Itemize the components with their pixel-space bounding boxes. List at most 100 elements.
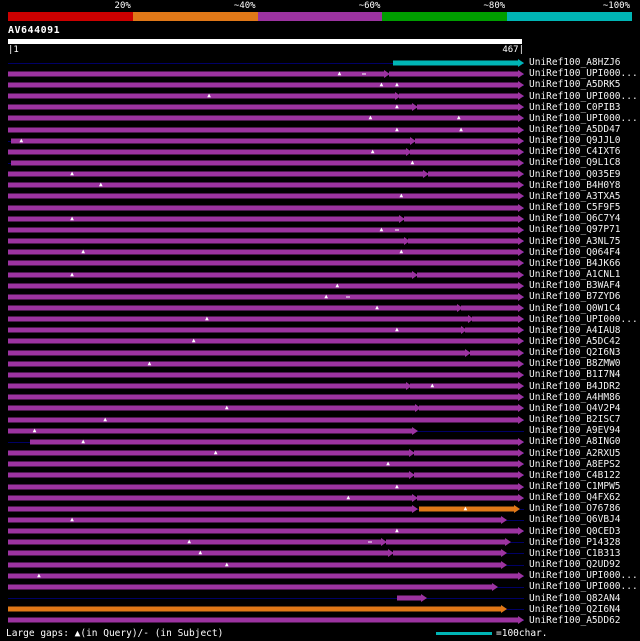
hit-label[interactable]: UniRef100_A8ING0	[529, 436, 621, 448]
alignment-bar[interactable]	[414, 138, 519, 144]
alignment-bar[interactable]	[465, 327, 519, 333]
alignment-bar[interactable]	[8, 562, 501, 568]
alignment-bar[interactable]	[8, 428, 413, 434]
alignment-bar[interactable]	[8, 71, 384, 77]
hit-label[interactable]: UniRef100_A5DC42	[529, 335, 621, 347]
alignment-bar[interactable]	[392, 60, 519, 66]
alignment-bar[interactable]	[392, 550, 501, 556]
alignment-bar[interactable]	[416, 104, 519, 110]
alignment-bar[interactable]	[8, 205, 519, 211]
alignment-bar[interactable]	[8, 461, 519, 467]
alignment-bar[interactable]	[8, 550, 389, 556]
hit-label[interactable]: UniRef100_A8HZJ6	[529, 57, 621, 69]
alignment-bar[interactable]	[8, 171, 424, 177]
hit-label[interactable]: UniRef100_B3WAF4	[529, 280, 621, 292]
alignment-bar[interactable]	[419, 405, 519, 411]
alignment-bar[interactable]	[8, 93, 395, 99]
alignment-bar[interactable]	[399, 93, 519, 99]
hit-label[interactable]: UniRef100_Q2UD92	[529, 559, 621, 571]
hit-label[interactable]: UniRef100_C4IXT6	[529, 146, 621, 158]
alignment-bar[interactable]	[8, 405, 415, 411]
hit-label[interactable]: UniRef100_Q064F4	[529, 246, 621, 258]
hit-label[interactable]: UniRef100_Q0CED3	[529, 525, 621, 537]
alignment-bar[interactable]	[8, 216, 400, 222]
alignment-bar[interactable]	[8, 260, 519, 266]
alignment-bar[interactable]	[8, 238, 404, 244]
alignment-bar[interactable]	[8, 472, 410, 478]
alignment-bar[interactable]	[8, 394, 519, 400]
alignment-bar[interactable]	[8, 539, 382, 545]
alignment-bar[interactable]	[8, 227, 519, 233]
alignment-bar[interactable]	[8, 182, 519, 188]
hit-label[interactable]: UniRef100_UPI000...	[529, 112, 638, 124]
hit-label[interactable]: UniRef100_A4IAU8	[529, 324, 621, 336]
alignment-bar[interactable]	[403, 216, 519, 222]
alignment-bar[interactable]	[8, 294, 519, 300]
hit-label[interactable]: UniRef100_UPI000...	[529, 90, 638, 102]
hit-label[interactable]: UniRef100_C4B122	[529, 469, 621, 481]
alignment-bar[interactable]	[11, 160, 519, 166]
hit-label[interactable]: UniRef100_C1B313	[529, 547, 621, 559]
alignment-bar[interactable]	[8, 305, 457, 311]
alignment-bar[interactable]	[8, 573, 519, 579]
hit-label[interactable]: UniRef100_A5DD62	[529, 614, 621, 626]
hit-label[interactable]: UniRef100_Q035E9	[529, 168, 621, 180]
alignment-bar[interactable]	[8, 82, 519, 88]
alignment-bar[interactable]	[416, 495, 519, 501]
hit-label[interactable]: UniRef100_C5F9F5	[529, 202, 621, 214]
alignment-bar[interactable]	[427, 171, 519, 177]
alignment-bar[interactable]	[8, 517, 501, 523]
alignment-bar[interactable]	[8, 606, 501, 612]
hit-label[interactable]: UniRef100_Q82AN4	[529, 592, 621, 604]
hit-label[interactable]: UniRef100_A2RXU5	[529, 447, 621, 459]
hit-label[interactable]: UniRef100_Q4FX62	[529, 492, 621, 504]
hit-label[interactable]: UniRef100_A4HM86	[529, 391, 621, 403]
hit-label[interactable]: UniRef100_Q0W1C4	[529, 302, 621, 314]
alignment-bar[interactable]	[8, 528, 519, 534]
hit-label[interactable]: UniRef100_A9EV94	[529, 425, 621, 437]
alignment-bar[interactable]	[8, 417, 519, 423]
hit-label[interactable]: UniRef100_P14328	[529, 536, 621, 548]
alignment-bar[interactable]	[410, 383, 519, 389]
alignment-bar[interactable]	[8, 450, 410, 456]
alignment-bar[interactable]	[8, 193, 519, 199]
hit-label[interactable]: UniRef100_UPI000...	[529, 68, 638, 80]
alignment-bar[interactable]	[8, 372, 519, 378]
hit-label[interactable]: UniRef100_A8EPS2	[529, 458, 621, 470]
alignment-bar[interactable]	[416, 272, 519, 278]
alignment-bar[interactable]	[8, 115, 519, 121]
hit-label[interactable]: UniRef100_A5DD47	[529, 124, 621, 136]
alignment-bar[interactable]	[389, 71, 519, 77]
alignment-bar[interactable]	[8, 484, 519, 490]
alignment-bar[interactable]	[8, 149, 406, 155]
alignment-bar[interactable]	[8, 327, 462, 333]
alignment-bar[interactable]	[8, 350, 466, 356]
alignment-bar[interactable]	[8, 383, 406, 389]
alignment-bar[interactable]	[8, 361, 519, 367]
alignment-bar[interactable]	[8, 104, 413, 110]
hit-label[interactable]: UniRef100_C1MPW5	[529, 481, 621, 493]
hit-label[interactable]: UniRef100_B1I7N4	[529, 369, 621, 381]
alignment-bar[interactable]	[8, 316, 468, 322]
alignment-bar[interactable]	[8, 338, 519, 344]
alignment-bar[interactable]	[8, 283, 519, 289]
hit-label[interactable]: UniRef100_B8ZMW0	[529, 358, 621, 370]
alignment-bar[interactable]	[396, 595, 422, 601]
alignment-bar[interactable]	[8, 584, 492, 590]
alignment-bar[interactable]	[469, 350, 519, 356]
alignment-bar[interactable]	[8, 249, 519, 255]
alignment-bar[interactable]	[410, 149, 519, 155]
hit-label[interactable]: UniRef100_A3TXA5	[529, 190, 621, 202]
hit-label[interactable]: UniRef100_O76786	[529, 503, 621, 515]
alignment-bar[interactable]	[30, 439, 519, 445]
hit-label[interactable]: UniRef100_Q9JJL0	[529, 135, 621, 147]
hit-label[interactable]: UniRef100_B4H0Y8	[529, 179, 621, 191]
hit-label[interactable]: UniRef100_Q6VBJ4	[529, 514, 621, 526]
alignment-bar[interactable]	[8, 617, 519, 623]
hit-label[interactable]: UniRef100_UPI000...	[529, 313, 638, 325]
alignment-bar[interactable]	[472, 316, 519, 322]
hit-label[interactable]: UniRef100_B4JDR2	[529, 380, 621, 392]
alignment-bar[interactable]	[413, 472, 519, 478]
alignment-bar[interactable]	[8, 495, 413, 501]
alignment-bar[interactable]	[8, 506, 413, 512]
